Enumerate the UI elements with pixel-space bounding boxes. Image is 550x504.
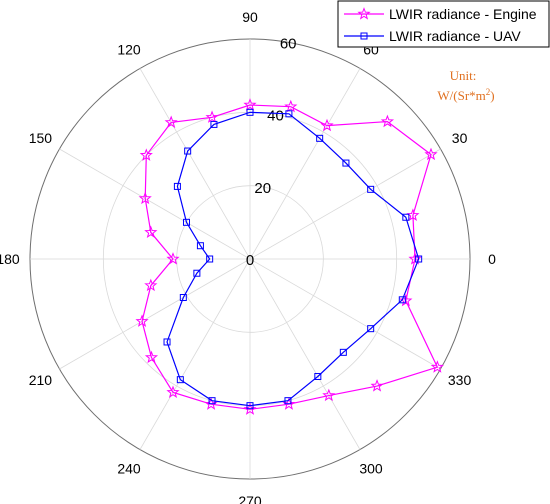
- series-2-point-105: [210, 120, 218, 128]
- series-2-point-30: [367, 185, 375, 193]
- unit-annotation: Unit: W/(Sr*m2): [437, 68, 494, 103]
- series-2-point-195: [193, 269, 201, 277]
- series-2-point-60: [316, 134, 324, 142]
- angle-tick-label-270: 270: [238, 493, 262, 504]
- series-1-point-30: [424, 147, 438, 161]
- series-2-point-45: [342, 159, 350, 167]
- angle-tick-label-180: 180: [0, 251, 20, 267]
- radial-tick-label-60: 60: [280, 35, 297, 52]
- radial-tick-label-20: 20: [254, 180, 271, 197]
- series-2-point-225: [163, 338, 171, 346]
- series-1-point-150: [138, 191, 152, 205]
- series-2-point-330: [367, 325, 375, 333]
- series-1-point-270: [243, 402, 257, 415]
- series-1-point-0: [408, 252, 422, 265]
- series-1-point-345: [399, 293, 413, 307]
- series-2-point-120: [184, 147, 192, 155]
- series-2-point-285: [284, 397, 292, 405]
- series-2-point-270: [246, 402, 254, 410]
- grid-spoke-210: [59, 258, 251, 370]
- grid-spoke-300: [249, 258, 361, 450]
- legend-label-2: LWIR radiance - UAV: [389, 28, 521, 44]
- series-2-point-75: [285, 110, 293, 118]
- series-1-point-75: [284, 99, 298, 113]
- series-1-point-210: [135, 314, 149, 327]
- unit-label-line2: W/(Sr*m2): [437, 87, 494, 103]
- series-1-point-105: [205, 110, 219, 123]
- series-2: [163, 108, 423, 410]
- legend-marker-2: [360, 32, 368, 40]
- series-1-point-120: [164, 115, 178, 129]
- series-2-point-165: [196, 242, 204, 250]
- series-1-point-165: [144, 225, 158, 239]
- radial-tick-label-40: 40: [267, 108, 284, 125]
- series-1-point-330: [430, 360, 444, 373]
- angle-tick-label-240: 240: [117, 461, 141, 477]
- legend-box: [337, 0, 550, 48]
- radial-tick-label-0: 0: [246, 252, 254, 269]
- series-1-point-180: [166, 252, 180, 265]
- angle-tick-label-120: 120: [117, 41, 141, 57]
- angle-tick-label-0: 0: [488, 251, 496, 267]
- series-1-point-45: [380, 114, 395, 128]
- polar-grid: [29, 38, 471, 480]
- series-2-point-300: [314, 372, 322, 380]
- angle-tick-label-30: 30: [452, 130, 468, 146]
- series-1-point-60: [320, 118, 334, 132]
- grid-spoke-60: [249, 68, 361, 260]
- series-1-point-315: [370, 379, 384, 392]
- series-1-point-225: [144, 350, 159, 364]
- angle-tick-label-150: 150: [29, 130, 53, 146]
- series-2-point-255: [208, 397, 216, 405]
- grid-spoke-120: [139, 68, 251, 260]
- series-2-point-135: [173, 182, 181, 190]
- series-2-point-90: [246, 108, 254, 116]
- series-2-point-240: [176, 376, 184, 384]
- legend: LWIR radiance - Engine LWIR radiance - UA…: [337, 0, 550, 48]
- grid-spoke-30: [249, 148, 441, 260]
- series-line-2: [166, 111, 420, 407]
- angle-tick-label-210: 210: [29, 372, 53, 388]
- grid-spoke-330: [249, 258, 441, 370]
- unit-label-line1: Unit:: [450, 68, 477, 83]
- angle-tick-label-330: 330: [448, 372, 472, 388]
- series-2-point-315: [339, 348, 347, 356]
- series-1-point-135: [139, 148, 153, 161]
- series-1: [135, 98, 444, 415]
- series-plot-area: [135, 98, 444, 415]
- series-1-point-240: [166, 385, 180, 398]
- series-2-point-150: [182, 218, 190, 226]
- series-2-point-210: [179, 294, 187, 301]
- angle-tick-label-300: 300: [359, 461, 383, 477]
- grid-spoke-240: [139, 258, 251, 450]
- series-1-point-300: [322, 388, 336, 402]
- series-2-point-345: [398, 296, 406, 304]
- series-2-point-0: [415, 255, 423, 263]
- grid-spoke-150: [59, 148, 251, 260]
- series-1-point-195: [144, 278, 158, 292]
- series-1-point-15: [406, 208, 420, 221]
- series-1-point-90: [243, 98, 257, 111]
- series-2-point-15: [402, 213, 410, 221]
- legend-label-1: LWIR radiance - Engine: [389, 6, 537, 22]
- angle-tick-label-90: 90: [242, 9, 258, 25]
- series-line-1: [141, 104, 439, 410]
- series-2-point-180: [206, 255, 214, 263]
- legend-marker-1: [357, 7, 371, 20]
